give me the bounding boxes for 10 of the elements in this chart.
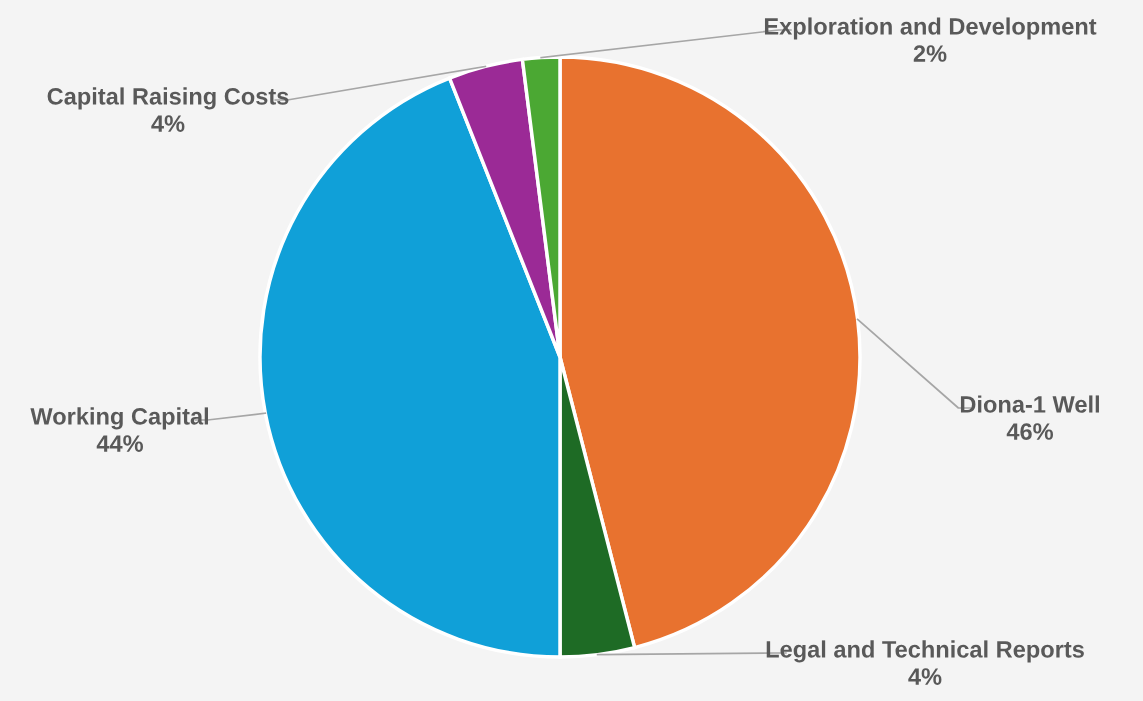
slice-label: Capital Raising Costs — [47, 87, 289, 110]
data-label: 4% — [151, 115, 185, 132]
data-label: 46% — [1006, 423, 1054, 440]
data-label: 44% — [96, 435, 144, 452]
data-label: 2% — [913, 45, 947, 62]
data-label: 4% — [908, 668, 942, 685]
slice-label: Working Capital — [30, 407, 208, 430]
slice-label: Legal and Technical Reports — [766, 640, 1084, 663]
slice-label: Exploration and Development — [764, 17, 1097, 40]
slice-label: Diona-1 Well — [960, 395, 1099, 413]
